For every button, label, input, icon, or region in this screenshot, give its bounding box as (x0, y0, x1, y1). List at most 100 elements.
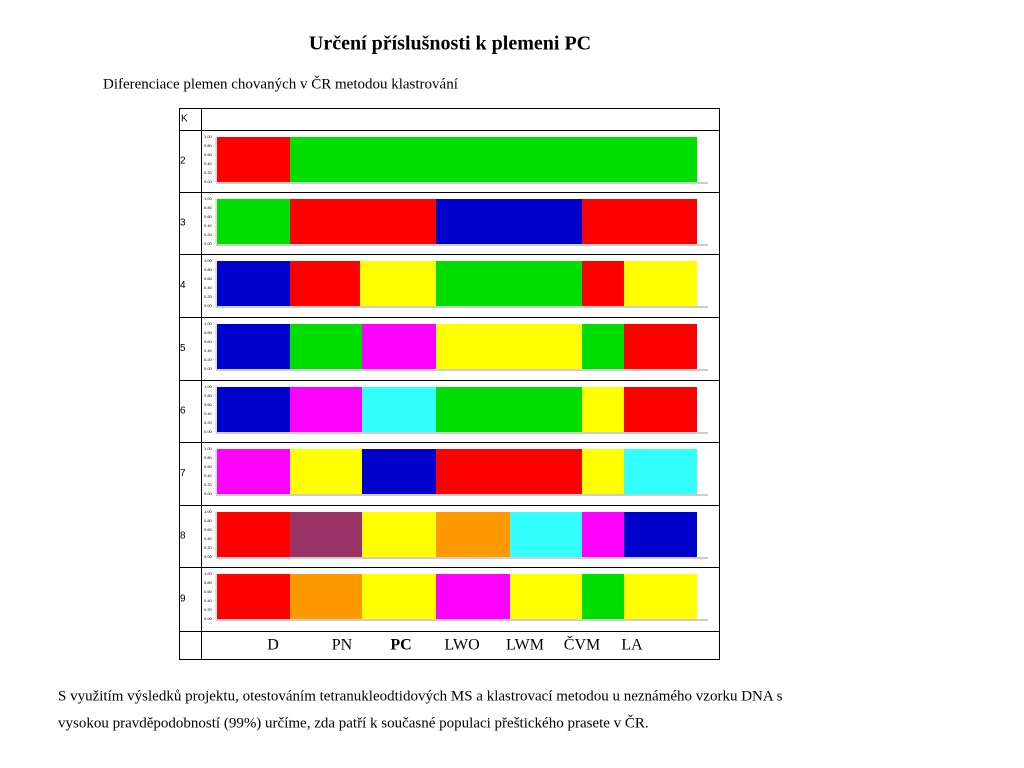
cluster-block (582, 387, 624, 432)
cluster-block (362, 574, 436, 619)
k-label: 3 (180, 218, 186, 229)
footer-line: S využitím výsledků projektu, otestování… (58, 688, 783, 704)
axis-tick-label: 0.60 (204, 464, 213, 469)
cluster-block (290, 261, 360, 306)
cluster-block (436, 387, 582, 432)
axis-tick-label: 0.80 (204, 267, 213, 272)
axis-tick-label: 0.40 (204, 598, 213, 603)
cluster-block (217, 324, 290, 369)
axis-tick-label: 1.00 (204, 384, 213, 389)
cluster-block (582, 199, 697, 244)
axis-tick-label: 0.20 (204, 545, 213, 550)
axis-tick-label: 0.80 (204, 143, 213, 148)
cluster-block (624, 387, 697, 432)
breed-label: PN (332, 637, 353, 654)
breed-label: ČVM (564, 635, 600, 654)
axis-tick-label: 0.80 (204, 205, 213, 210)
cluster-block (510, 574, 582, 619)
axis-tick-label: 0.40 (204, 411, 213, 416)
axis-tick-label: 0.80 (204, 330, 213, 335)
axis-tick-label: 0.60 (204, 402, 213, 407)
breed-label: PC (390, 637, 411, 654)
axis-tick-label: 0.20 (204, 294, 213, 299)
k-label: 6 (180, 406, 186, 417)
cluster-block (510, 512, 582, 557)
axis-tick-label: 0.60 (204, 276, 213, 281)
axis-tick-label: 1.00 (204, 321, 213, 326)
cluster-block (436, 199, 582, 244)
title: Určení příslušnosti k plemeni PC (309, 33, 591, 55)
k-label: 5 (180, 343, 186, 354)
cluster-block (290, 137, 697, 182)
k-label: 8 (180, 531, 186, 542)
cluster-block (360, 261, 436, 306)
axis-tick-label: 0.00 (204, 303, 213, 308)
cluster-block (582, 512, 624, 557)
cluster-block (362, 449, 436, 494)
cluster-block (624, 512, 697, 557)
axis-tick-label: 0.00 (204, 429, 213, 434)
cluster-block (436, 512, 510, 557)
cluster-block (290, 449, 362, 494)
axis-tick-label: 0.60 (204, 527, 213, 532)
axis-tick-label: 0.80 (204, 580, 213, 585)
axis-tick-label: 0.40 (204, 161, 213, 166)
cluster-block (217, 387, 290, 432)
axis-tick-label: 1.00 (204, 258, 213, 263)
cluster-block (436, 261, 582, 306)
cluster-block (290, 199, 436, 244)
breed-label: LWO (444, 637, 479, 654)
axis-tick-label: 0.00 (204, 554, 213, 559)
breed-label: D (267, 637, 279, 654)
k-label: 2 (180, 156, 186, 167)
axis-tick-label: 0.00 (204, 616, 213, 621)
table-frame (179, 108, 720, 660)
cluster-block (362, 387, 436, 432)
cluster-block (217, 199, 290, 244)
k-label: 7 (180, 468, 186, 479)
cluster-block (624, 324, 697, 369)
cluster-block (217, 512, 290, 557)
axis-tick-label: 0.40 (204, 536, 213, 541)
axis-tick-label: 0.20 (204, 607, 213, 612)
axis-tick-label: 0.00 (204, 366, 213, 371)
column-header: K (181, 114, 188, 125)
axis-tick-label: 1.00 (204, 446, 213, 451)
axis-tick-label: 1.00 (204, 134, 213, 139)
cluster-block (582, 574, 624, 619)
cluster-block (217, 137, 290, 182)
cluster-block (582, 261, 624, 306)
cluster-block (436, 324, 582, 369)
cluster-block (362, 324, 436, 369)
axis-tick-label: 0.80 (204, 455, 213, 460)
axis-tick-label: 0.00 (204, 241, 213, 246)
cluster-block (624, 574, 697, 619)
axis-tick-label: 0.60 (204, 589, 213, 594)
cluster-block (290, 512, 362, 557)
axis-tick-label: 1.00 (204, 571, 213, 576)
axis-tick-label: 0.20 (204, 170, 213, 175)
cluster-block (290, 324, 362, 369)
breed-label: LA (621, 637, 643, 654)
axis-tick-label: 1.00 (204, 196, 213, 201)
axis-tick-label: 1.00 (204, 509, 213, 514)
cluster-block (217, 449, 290, 494)
axis-tick-label: 0.00 (204, 491, 213, 496)
axis-tick-label: 0.80 (204, 518, 213, 523)
subtitle: Diferenciace plemen chovaných v ČR metod… (103, 75, 458, 92)
breed-label: LWM (506, 637, 544, 654)
k-label: 4 (180, 280, 186, 291)
axis-tick-label: 0.20 (204, 232, 213, 237)
cluster-block (290, 387, 362, 432)
axis-tick-label: 0.20 (204, 420, 213, 425)
axis-tick-label: 0.40 (204, 348, 213, 353)
axis-tick-label: 0.40 (204, 473, 213, 478)
axis-tick-label: 0.40 (204, 285, 213, 290)
cluster-block (624, 449, 697, 494)
cluster-block (624, 261, 697, 306)
footer-line: vysokou pravděpodobností (99%) určíme, z… (58, 714, 649, 731)
axis-tick-label: 0.80 (204, 393, 213, 398)
cluster-block (217, 261, 290, 306)
cluster-block (362, 512, 436, 557)
